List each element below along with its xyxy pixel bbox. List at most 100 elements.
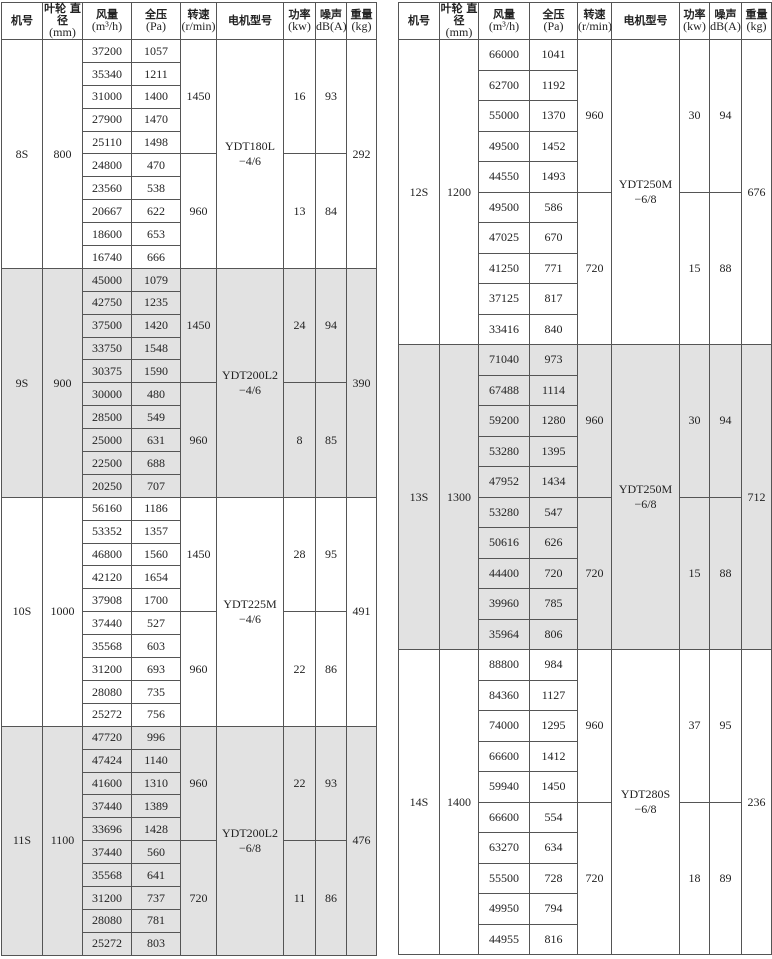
table-body: 8S 800 37200 1057 1450 YDT180L −4/6 16 93 292 3534… (1, 38, 377, 956)
air-flow: 25000 (82, 428, 132, 453)
total-pressure: 666 (131, 245, 181, 269)
fan-model: 10S (1, 496, 43, 727)
impeller-diameter: 1000 (42, 496, 83, 727)
air-flow: 47424 (82, 748, 132, 773)
header-pressure: 全压 (Pa) (131, 2, 181, 40)
table-row: 35340 1211 (2, 61, 377, 86)
table-row: 10S 1000 56160 1186 1450 YDT225M −4/6 28 95 491 (1, 496, 377, 727)
air-flow: 42750 (82, 290, 132, 315)
air-flow: 55000 (478, 100, 530, 132)
weight: 390 (346, 267, 377, 498)
header-noise: 噪声 dB(A) (315, 2, 347, 40)
air-flow: 35964 (478, 618, 530, 650)
noise: 86 (315, 611, 347, 727)
air-flow: 31200 (82, 885, 132, 910)
air-flow: 66600 (478, 801, 530, 833)
total-pressure: 653 (131, 222, 181, 247)
header-noise-unit: dB(A) (710, 19, 741, 34)
air-flow: 71040 (478, 344, 530, 376)
rotation-speed: 720 (577, 496, 612, 650)
total-pressure: 781 (131, 908, 181, 933)
header-weight-label: 重量 (350, 7, 373, 21)
header-row: 机号 叶轮 直径 (mm) 风量 (m³/h) 全压 (Pa) 转速 (r/min) 电机型号 功率… (398, 2, 772, 40)
table-row: 31200 693 (2, 657, 377, 681)
weight: 476 (346, 725, 377, 956)
table-row: 62700 1192 (399, 69, 772, 101)
motor-model-poles: −4/6 (238, 611, 262, 626)
total-pressure: 470 (131, 153, 181, 178)
table-row: 31000 1400 (2, 84, 377, 109)
air-flow: 28500 (82, 405, 132, 430)
table-row: 41250 771 (399, 252, 772, 284)
air-flow: 88800 (478, 649, 530, 681)
air-flow: 47952 (478, 466, 530, 498)
total-pressure: 1357 (131, 519, 181, 544)
motor-model: YDT200L2 −6/8 (216, 725, 284, 956)
motor-model-line: YDT280S (620, 787, 671, 801)
header-motor: 电机型号 (216, 2, 284, 40)
power: 30 (679, 39, 710, 193)
table-row: 41600 1310 (2, 771, 377, 796)
header-pressure: 全压 (Pa) (529, 2, 578, 40)
rotation-speed: 1450 (180, 38, 217, 155)
total-pressure: 1395 (529, 435, 578, 467)
power: 8 (283, 382, 316, 498)
total-pressure: 806 (529, 618, 578, 650)
air-flow: 33750 (82, 336, 132, 361)
power: 22 (283, 725, 316, 842)
header-motor: 电机型号 (611, 2, 680, 40)
table-row: 37125 817 (399, 283, 772, 315)
table-row: 31200 737 (2, 885, 377, 910)
table-row: 13S 1300 71040 973 960 YDT250M −6/8 30 94 712 (398, 344, 772, 650)
noise: 93 (315, 38, 347, 155)
air-flow: 37500 (82, 313, 132, 338)
header-speed: 转速 (r/min) (577, 2, 612, 40)
table-row: 50616 626 (399, 527, 772, 559)
fan-model: 11S (1, 725, 43, 956)
air-flow: 45000 (82, 267, 132, 292)
rotation-speed: 720 (577, 801, 612, 955)
table-row: 33696 1428 (2, 817, 377, 842)
table-row: 9S 900 45000 1079 1450 YDT200L2 −4/6 24 94 390 (1, 267, 377, 498)
rotation-speed: 1450 (180, 267, 217, 384)
noise: 85 (315, 382, 347, 498)
air-flow: 53280 (478, 496, 530, 528)
total-pressure: 794 (529, 893, 578, 925)
total-pressure: 1548 (131, 336, 181, 361)
total-pressure: 707 (131, 473, 181, 498)
total-pressure: 803 (131, 931, 181, 956)
air-flow: 18600 (82, 222, 132, 247)
total-pressure: 626 (529, 527, 578, 559)
weight: 292 (346, 39, 377, 269)
header-speed-unit: (r/min) (578, 19, 612, 34)
rotation-speed: 960 (180, 725, 217, 842)
impeller-diameter: 1300 (439, 344, 479, 650)
weight: 712 (741, 344, 772, 650)
air-flow: 56160 (82, 496, 132, 521)
table-row: 37440 560 720 11 86 (2, 840, 377, 956)
motor-model: YDT250M −6/8 (611, 344, 680, 650)
motor-model: YDT280S −6/8 (611, 649, 680, 955)
table-row: 14S 1400 88800 984 960 YDT280S −6/8 37 95 236 (398, 649, 772, 955)
total-pressure: 771 (529, 252, 578, 284)
table-row: 44955 816 (399, 923, 772, 955)
table-row: 24800 470 960 13 84 (2, 153, 377, 269)
air-flow: 66600 (478, 740, 530, 772)
rotation-speed: 1450 (180, 496, 217, 613)
header-model-label: 机号 (11, 14, 33, 28)
power: 37 (679, 649, 710, 803)
air-flow: 22500 (82, 451, 132, 475)
header-speed-label: 转速 (187, 7, 210, 21)
noise: 94 (709, 344, 742, 498)
table-row: 33750 1548 (2, 336, 377, 361)
total-pressure: 527 (131, 611, 181, 636)
air-flow: 50616 (478, 527, 530, 559)
table-row: 30375 1590 (2, 359, 377, 384)
table-row: 8S 800 37200 1057 1450 YDT180L −4/6 16 93 292 (1, 38, 377, 269)
table-row: 28500 549 (2, 405, 377, 430)
fan-model: 13S (398, 344, 440, 650)
rotation-speed: 960 (180, 382, 217, 498)
table-row: 16740 666 (2, 245, 377, 269)
header-pressure-unit: (Pa) (543, 19, 564, 34)
total-pressure: 1280 (529, 405, 578, 437)
